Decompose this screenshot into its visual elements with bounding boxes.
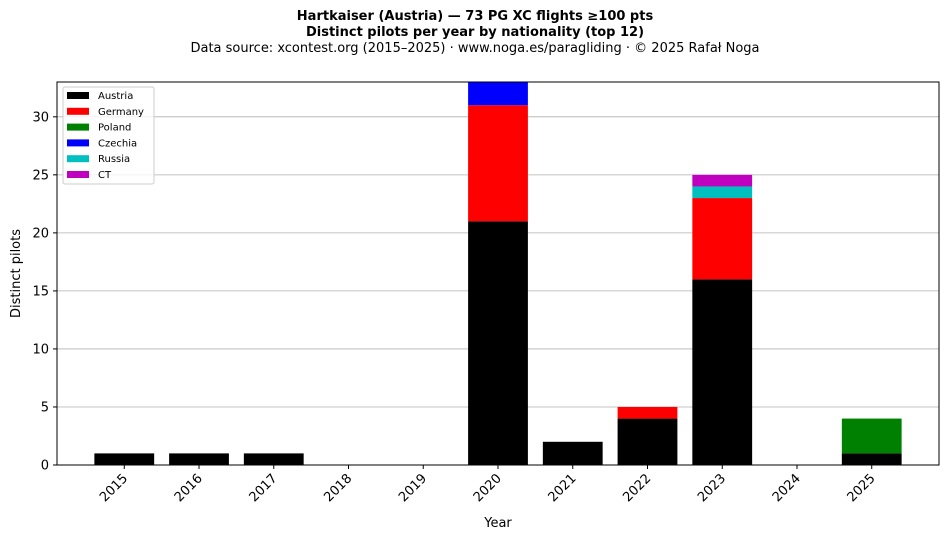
bar-segment	[468, 221, 528, 465]
legend-swatch	[67, 107, 89, 115]
bar-segment	[841, 418, 902, 454]
chart-source: Data source: xcontest.org (2015–2025) · …	[190, 41, 760, 56]
bar-segment	[468, 105, 528, 222]
x-tick-label: 2025	[845, 471, 879, 505]
x-tick-label: 2016	[172, 471, 206, 505]
bar-segment	[169, 453, 229, 465]
bar-segment	[542, 441, 603, 465]
bar-segment	[692, 186, 753, 199]
bar-segment	[617, 418, 678, 465]
x-tick-label: 2019	[396, 471, 430, 505]
x-axis: 2015 2016 2017 2018 2019 2020 2021 2022 2023 2024…	[97, 465, 879, 505]
legend-swatch	[67, 171, 89, 178]
x-tick-label: 2023	[695, 471, 729, 505]
bar-segment	[841, 453, 902, 465]
bar-segment	[94, 453, 155, 465]
y-tick-label: 15	[32, 284, 49, 299]
x-tick-label: 2022	[620, 471, 654, 505]
legend-swatch	[67, 139, 89, 147]
legend-label: Czechia	[98, 138, 137, 149]
legend-label: Russia	[98, 154, 130, 165]
y-tick-label: 5	[41, 400, 49, 415]
legend-label: Germany	[98, 107, 144, 118]
bar-segment	[692, 198, 753, 280]
legend-swatch	[67, 123, 89, 131]
x-tick-label: 2021	[546, 471, 580, 505]
y-tick-label: 10	[32, 342, 49, 357]
x-tick-label: 2020	[471, 471, 505, 505]
x-axis-label: Year	[483, 516, 512, 531]
legend-label: Austria	[98, 91, 133, 102]
x-tick-label: 2017	[247, 471, 281, 505]
legend-label: CT	[98, 170, 112, 181]
x-tick-label: 2024	[770, 471, 804, 505]
bar-segment	[692, 174, 753, 187]
y-tick-label: 0	[41, 459, 49, 474]
chart-title: Hartkaiser (Austria) — 73 PG XC flights …	[296, 9, 654, 24]
chart-title-block: Hartkaiser (Austria) — 73 PG XC flights …	[0, 9, 950, 57]
y-axis-label: Distinct pilots	[9, 229, 24, 318]
y-tick-label: 30	[32, 110, 49, 125]
legend-swatch	[67, 155, 89, 163]
y-tick-label: 20	[32, 226, 49, 241]
chart-subtitle: Distinct pilots per year by nationality …	[305, 25, 645, 40]
y-axis: 0 5 10 15 20 25 30	[32, 110, 57, 474]
bar-segment	[692, 279, 753, 465]
legend-swatch	[67, 92, 89, 99]
bar-segment	[243, 453, 304, 465]
bars	[94, 82, 902, 465]
legend-label: Poland	[98, 123, 131, 134]
x-tick-label: 2018	[321, 471, 355, 505]
legend: Austria Germany Poland Czechia Russia CT	[62, 86, 155, 185]
bar-segment	[468, 82, 528, 106]
y-tick-label: 25	[32, 168, 49, 183]
bar-segment	[617, 406, 678, 419]
x-tick-label: 2015	[97, 471, 131, 505]
